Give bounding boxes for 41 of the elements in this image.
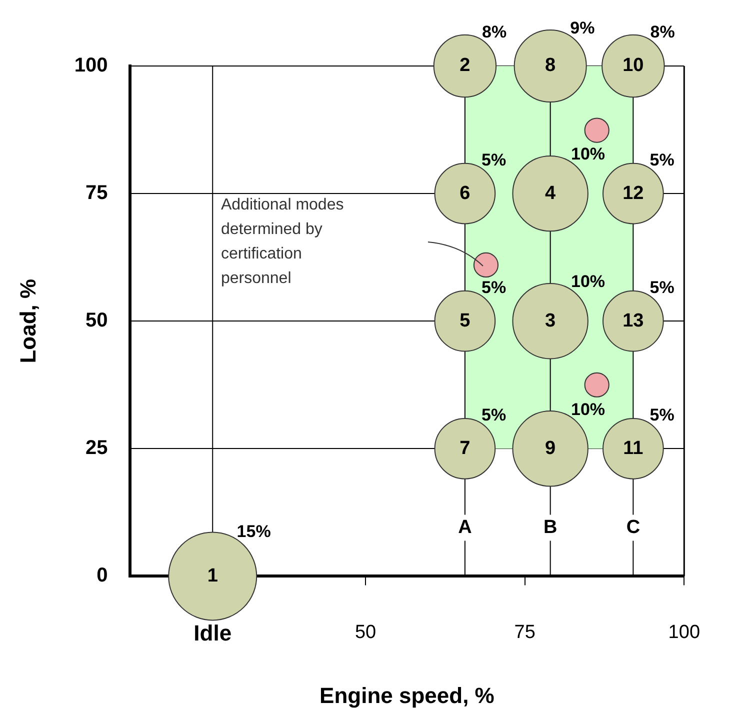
annotation: 3 — [545, 310, 556, 332]
annotation: 10% — [571, 400, 606, 419]
annotation: 7 — [460, 438, 470, 459]
annotation: Additional modes determined by certification personnel — [220, 196, 344, 287]
annotation: 5 — [460, 310, 471, 332]
y-tick-label: 25 — [86, 437, 108, 460]
annotation: 9 — [545, 438, 556, 459]
annotation: 8 — [545, 55, 556, 76]
annotation: 10 — [622, 55, 644, 76]
annotation: 5% — [650, 406, 674, 425]
annotation: C — [626, 516, 640, 538]
x-tick-label: 50 — [354, 622, 376, 643]
annotation: 1 — [207, 565, 218, 586]
annotation: 8% — [650, 22, 675, 42]
annotation: B — [543, 516, 558, 538]
x-axis-title: Engine speed, % — [320, 682, 494, 708]
annotation: 13 — [622, 310, 644, 332]
y-tick-label: 0 — [96, 564, 108, 587]
annotation: 5% — [482, 278, 506, 298]
annotation: A — [458, 516, 472, 538]
annotation: 6 — [460, 182, 470, 204]
annotation: 10% — [571, 272, 606, 292]
x-tick-label: Idle — [194, 620, 232, 646]
annotation: 4 — [545, 182, 556, 204]
annotation: 11 — [623, 438, 644, 459]
annotation: 9% — [570, 18, 595, 38]
y-tick-label: 75 — [86, 182, 108, 204]
annotation: 5% — [482, 150, 506, 170]
y-tick-label: 100 — [74, 54, 108, 77]
y-axis-title: Load, % — [15, 278, 40, 364]
annotation: 5% — [650, 150, 674, 170]
annotation: 8% — [482, 22, 507, 42]
y-tick-label: 50 — [86, 310, 108, 332]
annotation: 5% — [482, 406, 506, 425]
x-tick-label: 75 — [514, 622, 536, 643]
annotation: 10% — [571, 144, 606, 164]
annotation: 15% — [236, 522, 271, 542]
annotation: 2 — [460, 55, 470, 76]
annotation: 5% — [650, 278, 674, 298]
annotation: 12 — [622, 182, 644, 204]
x-tick-label: 100 — [668, 622, 700, 643]
